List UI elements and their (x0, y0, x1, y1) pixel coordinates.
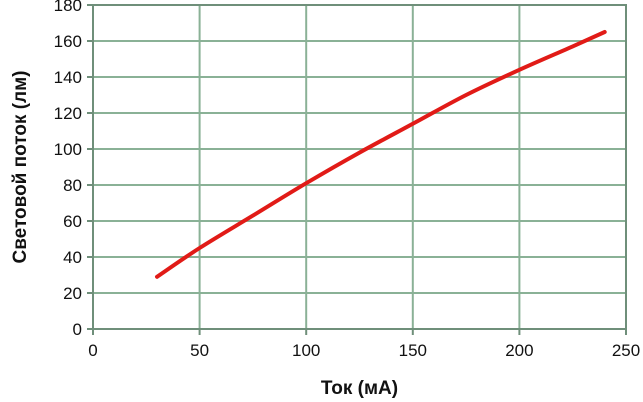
x-tick-label: 150 (399, 341, 427, 360)
y-tick-label: 140 (54, 68, 82, 87)
series-line (155, 30, 607, 279)
y-axis-title: Световой поток (лм) (10, 71, 31, 264)
x-tick-label: 0 (88, 341, 97, 360)
series-layer (155, 30, 607, 279)
y-tick-label: 20 (63, 284, 82, 303)
y-tick-label: 120 (54, 104, 82, 123)
x-tick-label: 50 (190, 341, 209, 360)
grid (87, 4, 627, 335)
y-tick-label: 60 (63, 212, 82, 231)
x-tick-label: 250 (612, 341, 640, 360)
y-tick-label: 160 (54, 32, 82, 51)
y-tick-label: 40 (63, 248, 82, 267)
x-axis-title: Ток (мА) (321, 378, 398, 399)
y-tick-labels: 0 20 40 60 80 100 120 140 160 180 (54, 0, 82, 339)
x-tick-label: 200 (505, 341, 533, 360)
y-tick-label: 0 (73, 320, 82, 339)
y-tick-label: 80 (63, 176, 82, 195)
x-tick-labels: 0 50 100 150 200 250 (88, 341, 640, 360)
x-tick-label: 100 (292, 341, 320, 360)
y-tick-label: 180 (54, 0, 82, 15)
y-tick-label: 100 (54, 140, 82, 159)
plot-frame (92, 4, 627, 330)
